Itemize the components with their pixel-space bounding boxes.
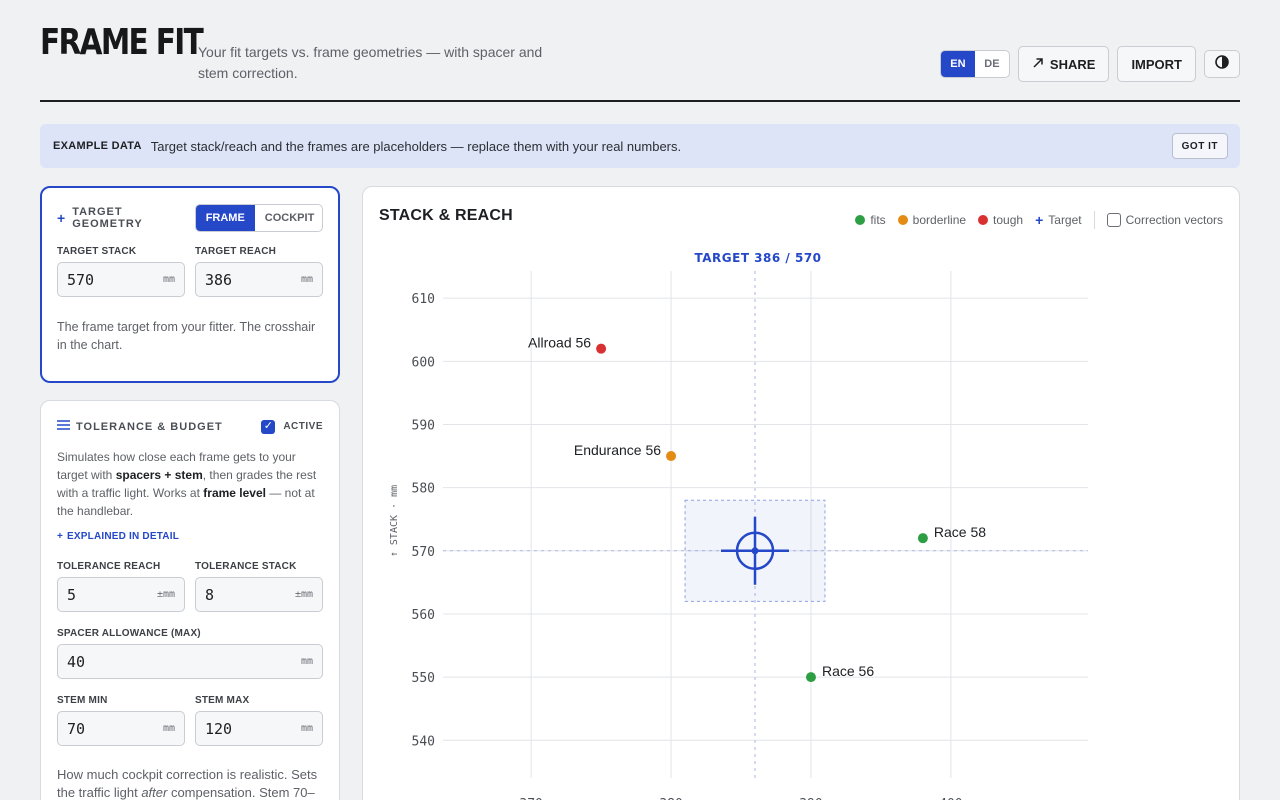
legend-fits-dot: [855, 215, 866, 225]
tolerance-footer-note: How much cockpit correction is realistic…: [57, 767, 318, 800]
mode-cockpit-button[interactable]: COCKPIT: [264, 212, 315, 224]
stem-min-input[interactable]: 70 mm: [57, 711, 185, 746]
spacer-label: SPACER ALLOWANCE (MAX): [57, 628, 201, 639]
plus-icon: +: [57, 210, 67, 226]
legend-fits: fits: [855, 213, 886, 227]
got-it-button[interactable]: GOT IT: [1171, 133, 1228, 159]
y-tick-label: 610: [412, 292, 435, 307]
frame-point: [596, 343, 607, 354]
import-button[interactable]: IMPORT: [1117, 46, 1196, 82]
language-switch: EN DE: [939, 50, 1010, 78]
stem-max-input[interactable]: 120 mm: [195, 711, 323, 746]
chart-legend: fits borderline tough + Target Correction…: [855, 211, 1223, 229]
tol-stack-label: TOLERANCE STACK: [195, 561, 297, 572]
share-label: SHARE: [1049, 56, 1096, 72]
share-button[interactable]: SHARE: [1017, 46, 1110, 82]
target-stack-label: TARGET STACK: [57, 246, 137, 257]
explained-link[interactable]: + EXPLAINED IN DETAIL: [57, 531, 180, 542]
target-center-dot: [751, 547, 759, 555]
y-tick-label: 570: [412, 545, 435, 560]
chart-panel-title: STACK & REACH: [379, 207, 513, 224]
stack-reach-panel: STACK & REACH fits borderline tough + Tar…: [362, 186, 1240, 800]
import-label: IMPORT: [1131, 56, 1182, 72]
banner-tag: EXAMPLE DATA: [53, 140, 142, 152]
active-checkbox[interactable]: ✓: [261, 419, 276, 434]
y-tick-label: 550: [412, 671, 435, 686]
app-subtitle: Your fit targets vs. frame geometries — …: [198, 44, 543, 81]
y-tick-label: 560: [412, 608, 435, 623]
example-data-banner: EXAMPLE DATA Target stack/reach and the …: [40, 124, 1240, 168]
target-geometry-title: + TARGET GEOMETRY: [57, 206, 143, 230]
theme-toggle-button[interactable]: [1204, 50, 1240, 78]
target-reach-input[interactable]: 386 mm: [195, 262, 323, 297]
active-toggle[interactable]: ✓ ACTIVE: [261, 419, 323, 434]
tol-reach-label: TOLERANCE REACH: [57, 561, 161, 572]
legend-divider: [1093, 211, 1095, 229]
frame-point-label: Allroad 56: [528, 335, 591, 351]
frame-point: [666, 451, 677, 462]
app-header: FRAME FIT Your fit targets vs. frame geo…: [40, 22, 1240, 102]
stack-reach-chart: TARGET 386 / 570 ↑ STACK · mm Allroad 56…: [389, 251, 1088, 800]
tol-reach-input[interactable]: 5 ±mm: [57, 577, 185, 612]
correction-vectors-checkbox[interactable]: [1106, 213, 1121, 227]
x-tick-label: 380: [659, 797, 682, 800]
chart-target-title: TARGET 386 / 570: [694, 251, 821, 265]
contrast-icon: [1215, 54, 1229, 74]
tolerance-title: TOLERANCE & BUDGET: [57, 419, 223, 434]
header-actions: EN DE SHARE IMPORT: [939, 46, 1240, 82]
y-tick-label: 580: [412, 482, 435, 497]
x-tick-label: 370: [519, 797, 542, 800]
app-title: FRAME FIT: [40, 22, 204, 63]
lang-de-button[interactable]: DE: [984, 58, 1000, 70]
tolerance-description: Simulates how close each frame gets to y…: [57, 450, 317, 518]
mode-frame-button[interactable]: FRAME: [195, 205, 255, 231]
share-arrow-icon: [1032, 57, 1044, 72]
y-axis-label: ↑ STACK · mm: [389, 485, 400, 557]
y-tick-label: 540: [412, 734, 435, 749]
banner-message: Target stack/reach and the frames are pl…: [150, 138, 682, 154]
legend-borderline-dot: [897, 215, 908, 225]
frame-point: [917, 533, 928, 544]
x-tick-label: 390: [799, 797, 822, 800]
tol-stack-input[interactable]: 8 ±mm: [195, 577, 323, 612]
target-mode-switch: FRAME COCKPIT: [194, 204, 323, 232]
target-description: The frame target from your fitter. The c…: [57, 320, 316, 352]
tolerance-panel: TOLERANCE & BUDGET ✓ ACTIVE Simulates ho…: [40, 400, 340, 800]
target-plus-icon: +: [1035, 212, 1044, 228]
legend-borderline: borderline: [897, 213, 966, 227]
y-tick-label: 590: [412, 418, 435, 433]
legend-tough: tough: [978, 213, 1023, 227]
target-stack-input[interactable]: 570 mm: [57, 262, 185, 297]
target-reach-label: TARGET REACH: [195, 246, 277, 257]
frame-point-label: Race 58: [934, 524, 986, 540]
frame-point: [805, 672, 816, 683]
correction-vectors-toggle[interactable]: Correction vectors: [1106, 213, 1223, 227]
lang-en-button[interactable]: EN: [940, 51, 975, 77]
stem-max-label: STEM MAX: [195, 695, 250, 706]
frame-point-label: Race 56: [822, 663, 874, 679]
stem-min-label: STEM MIN: [57, 695, 108, 706]
frame-point-label: Endurance 56: [574, 442, 661, 458]
x-tick-label: 400: [939, 797, 962, 800]
legend-target: + Target: [1035, 212, 1082, 228]
target-geometry-panel: + TARGET GEOMETRY FRAME COCKPIT TARGET S…: [40, 186, 340, 383]
sliders-icon: [57, 419, 70, 434]
y-tick-label: 600: [412, 355, 435, 370]
legend-tough-dot: [978, 215, 989, 225]
spacer-input[interactable]: 40 mm: [57, 644, 323, 679]
